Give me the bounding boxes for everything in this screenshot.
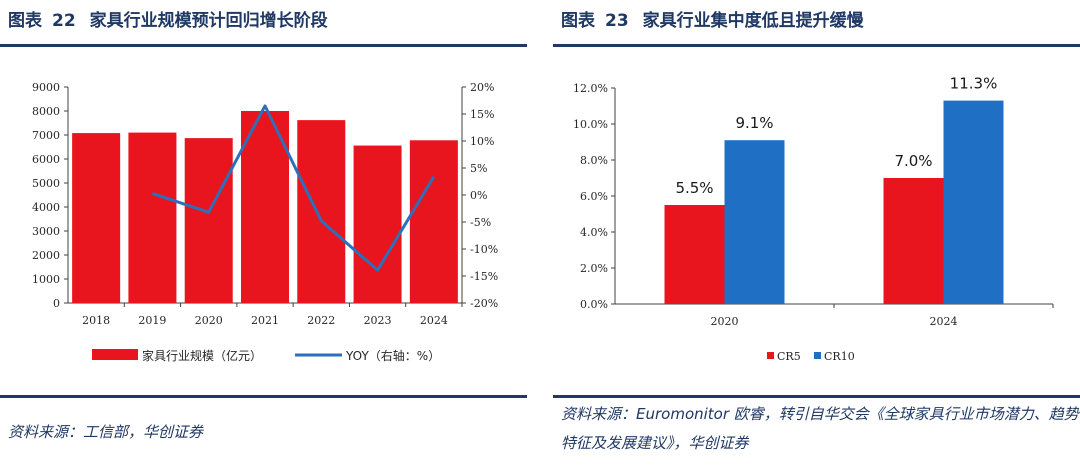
legend-cr10-swatch bbox=[814, 352, 821, 359]
left-tick-label: 4000 bbox=[32, 201, 60, 214]
left-tick-label: 2000 bbox=[32, 249, 60, 262]
figure-23-bottom-rule bbox=[553, 395, 1080, 398]
x-tick-label: 2023 bbox=[364, 314, 392, 327]
left-tick-label: 5000 bbox=[32, 177, 60, 190]
right-tick-label: 0% bbox=[470, 189, 487, 202]
left-tick-label: 7000 bbox=[32, 129, 60, 142]
y-tick-label: 10.0% bbox=[573, 118, 608, 131]
figure-22-top-rule bbox=[0, 44, 527, 47]
right-tick-label: 5% bbox=[470, 162, 487, 175]
left-tick-label: 3000 bbox=[32, 225, 60, 238]
x-tick-label: 2024 bbox=[420, 314, 448, 327]
figure-22-source: 资料来源：工信部，华创证券 bbox=[8, 423, 204, 441]
figure-23-number: 23 bbox=[605, 11, 629, 31]
cr10-data-label: 9.1% bbox=[735, 114, 773, 132]
left-tick-label: 6000 bbox=[32, 153, 60, 166]
cr10-data-label: 11.3% bbox=[950, 75, 998, 93]
scale-bar bbox=[353, 145, 402, 303]
legend-line-label: YOY（右轴：%） bbox=[345, 348, 440, 363]
y-tick-label: 8.0% bbox=[580, 154, 608, 167]
y-tick-label: 12.0% bbox=[573, 82, 608, 95]
scale-bar bbox=[297, 120, 346, 304]
right-tick-label: -10% bbox=[470, 243, 498, 256]
y-tick-label: 0.0% bbox=[580, 298, 608, 311]
right-tick-label: 15% bbox=[470, 108, 494, 121]
y-tick-label: 6.0% bbox=[580, 190, 608, 203]
figure-22-number: 22 bbox=[52, 11, 76, 31]
figure-23-title: 图表 23 家具行业集中度低且提升缓慢 bbox=[561, 6, 864, 31]
x-tick-label: 2021 bbox=[251, 314, 279, 327]
figure-23-title-text: 家具行业集中度低且提升缓慢 bbox=[642, 11, 864, 31]
figure-22-panel: 图表 22 家具行业规模预计回归增长阶段 0 1000 2000 3000 4000 5000… bbox=[0, 0, 527, 470]
cr5-data-label: 7.0% bbox=[894, 152, 932, 170]
scale-bar bbox=[241, 111, 289, 303]
y-tick-label: 2.0% bbox=[580, 262, 608, 275]
cr5-bar bbox=[664, 205, 725, 304]
scale-bar bbox=[184, 138, 233, 303]
cr5-bar bbox=[883, 178, 944, 304]
figure-22-title: 图表 22 家具行业规模预计回归增长阶段 bbox=[8, 6, 328, 31]
x-tick-label: 2020 bbox=[195, 314, 223, 327]
figure-23-label: 图表 bbox=[561, 11, 595, 31]
yoy-line bbox=[151, 104, 436, 272]
cr5-data-label: 5.5% bbox=[675, 179, 713, 197]
scale-bar bbox=[128, 132, 177, 303]
legend-bar-label: 家具行业规模（亿元） bbox=[142, 348, 262, 363]
legend-cr10-label: CR10 bbox=[824, 350, 855, 363]
left-tick-label: 9000 bbox=[32, 81, 60, 94]
figure-22-label: 图表 bbox=[8, 11, 42, 31]
x-tick-label: 2024 bbox=[930, 315, 958, 328]
concentration-chart: 0.0% 2.0% 4.0% 6.0% 8.0% 10.0% 12.0% 2020 5.5% 9.… bbox=[573, 75, 1054, 363]
x-tick-label: 2018 bbox=[82, 314, 110, 327]
scale-bar bbox=[409, 140, 458, 303]
figure-23-source: 资料来源：Euromonitor 欧睿，转引自华交会《全球家具行业市场潜力、趋势… bbox=[561, 405, 1079, 452]
x-tick-label: 2020 bbox=[711, 315, 739, 328]
figure-23-panel: 图表 23 家具行业集中度低且提升缓慢 0.0% 2.0% 4.0% 6.0% 8.0% 10… bbox=[553, 0, 1080, 470]
x-tick-label: 2019 bbox=[138, 314, 166, 327]
cr10-bar bbox=[724, 140, 785, 304]
right-tick-label: -20% bbox=[470, 297, 498, 310]
left-tick-label: 0 bbox=[53, 297, 60, 310]
right-tick-label: -5% bbox=[470, 216, 491, 229]
x-tick-label: 2022 bbox=[307, 314, 335, 327]
figure-23-top-rule bbox=[553, 44, 1080, 47]
left-tick-label: 8000 bbox=[32, 105, 60, 118]
figure-22-bottom-rule bbox=[0, 395, 527, 398]
right-tick-label: -15% bbox=[470, 270, 498, 283]
figure-22-title-text: 家具行业规模预计回归增长阶段 bbox=[89, 11, 328, 31]
industry-scale-chart: 0 1000 2000 3000 4000 5000 6000 7000 8000 9000 -20… bbox=[32, 81, 498, 363]
right-tick-label: 20% bbox=[470, 81, 494, 94]
legend-bar-swatch bbox=[92, 349, 138, 360]
legend-cr5-swatch bbox=[767, 352, 774, 359]
left-tick-label: 1000 bbox=[32, 273, 60, 286]
legend-cr5-label: CR5 bbox=[777, 350, 801, 363]
right-tick-label: 10% bbox=[470, 135, 494, 148]
cr10-bar bbox=[943, 100, 1004, 304]
scale-bar bbox=[72, 133, 121, 303]
y-tick-label: 4.0% bbox=[580, 226, 608, 239]
